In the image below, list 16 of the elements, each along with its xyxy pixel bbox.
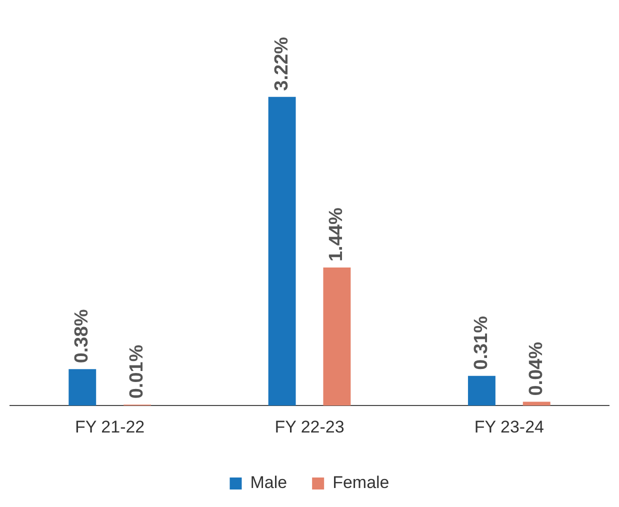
x-tick-label: FY 21-22 bbox=[75, 417, 145, 436]
bar bbox=[522, 402, 550, 406]
bar bbox=[468, 376, 496, 406]
data-label: 0.31% bbox=[470, 316, 492, 370]
data-label: 0.04% bbox=[526, 342, 547, 396]
x-tick-label: FY 22-23 bbox=[274, 417, 344, 436]
legend-label: Female bbox=[332, 473, 390, 492]
data-label: 0.38% bbox=[72, 309, 93, 364]
bar bbox=[68, 369, 96, 406]
data-label: 1.44% bbox=[326, 208, 348, 262]
bar bbox=[323, 268, 351, 406]
legend-label: Male bbox=[250, 473, 288, 492]
bar bbox=[268, 96, 296, 406]
data-label: 0.01% bbox=[126, 344, 148, 399]
x-tick-label: FY 23-24 bbox=[474, 417, 544, 436]
data-label: 3.22% bbox=[271, 36, 292, 91]
